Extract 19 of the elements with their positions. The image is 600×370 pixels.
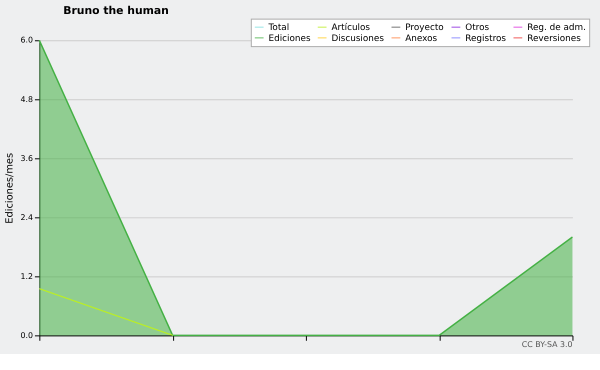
y-tick-label: 4.8	[20, 94, 33, 104]
y-tick-label: 6.0	[20, 36, 33, 45]
legend-label: Anexos	[405, 34, 438, 44]
legend-label: Registros	[465, 34, 506, 44]
text: CC BY-SA 3.0	[522, 340, 572, 350]
legend-label: Discusiones	[331, 34, 384, 44]
chart-title: Bruno the human	[63, 4, 169, 18]
legend-label: Artículos	[331, 22, 370, 34]
legend-label: Reversiones	[527, 34, 582, 44]
legend-label: Ediciones	[268, 34, 311, 44]
legend-label: Total	[268, 23, 290, 34]
y-tick-label: 2.4	[20, 212, 33, 222]
y-tick-label: 3.6	[20, 154, 33, 163]
legend-label: Proyecto	[405, 23, 444, 34]
y-tick-label: 0.0	[20, 330, 33, 340]
y-tick-label: 1.2	[20, 272, 33, 281]
legend-label: Otros	[465, 23, 490, 34]
y-axis-title: Ediciones/mes	[4, 152, 16, 224]
legend-label: Reg. de adm.	[527, 23, 586, 34]
